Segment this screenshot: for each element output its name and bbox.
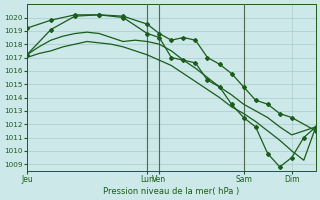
X-axis label: Pression niveau de la mer( hPa ): Pression niveau de la mer( hPa ) bbox=[103, 187, 239, 196]
